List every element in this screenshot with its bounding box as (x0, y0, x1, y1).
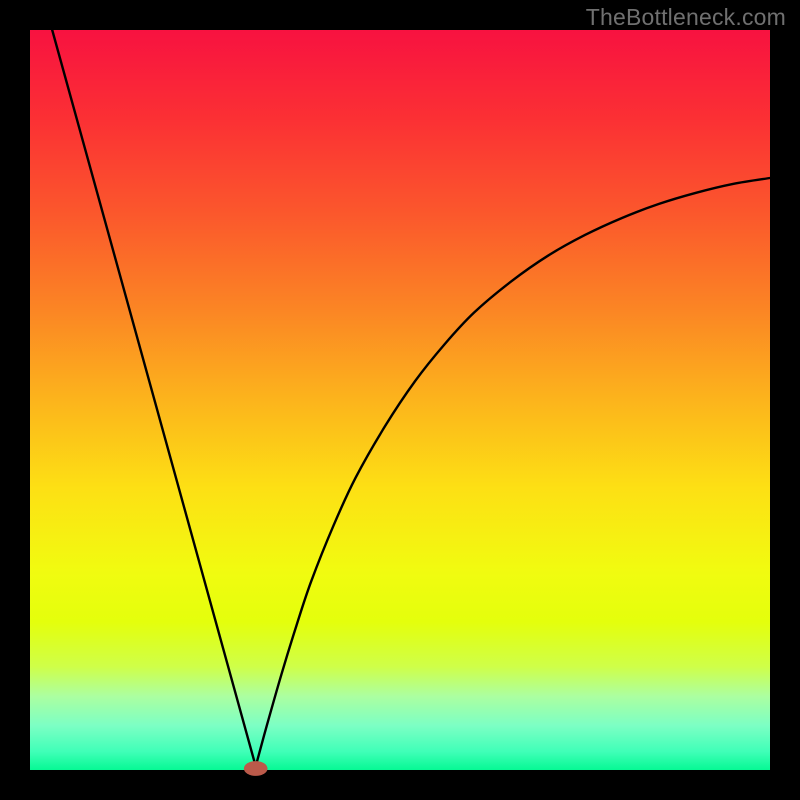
watermark-text: TheBottleneck.com (586, 4, 786, 31)
chart-plot-background (30, 30, 770, 770)
bottleneck-chart (0, 0, 800, 800)
chart-stage: TheBottleneck.com (0, 0, 800, 800)
vertex-marker (244, 761, 268, 776)
